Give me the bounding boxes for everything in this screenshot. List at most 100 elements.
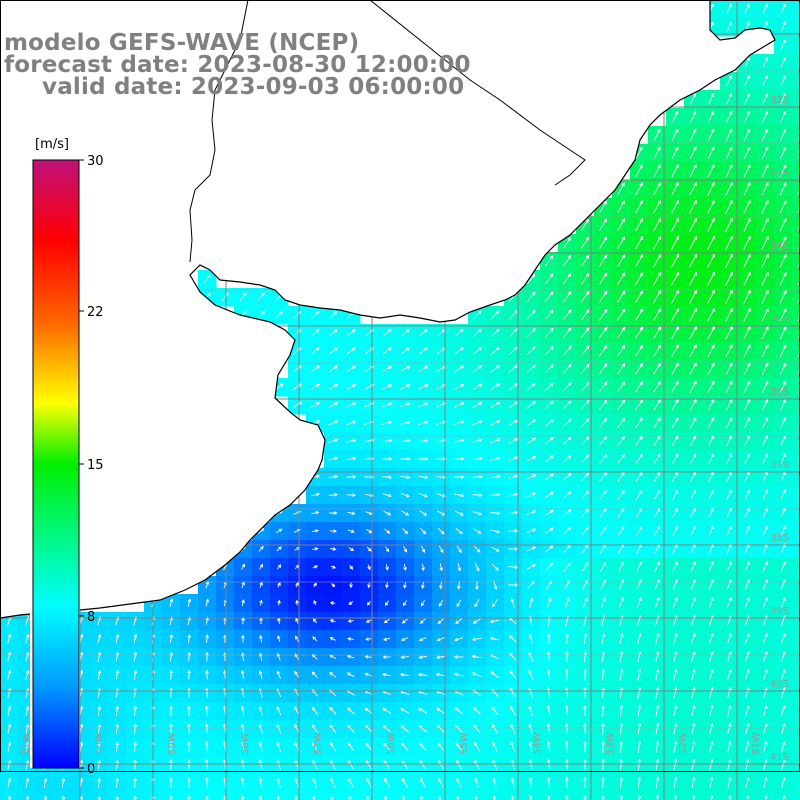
wind-arrow [725, 146, 733, 160]
wind-arrow [618, 597, 624, 609]
wind-arrow [43, 795, 48, 800]
wind-arrow [726, 74, 733, 87]
wind-arrow [617, 471, 625, 482]
wind-arrow [312, 777, 318, 788]
wind-speed-cell [792, 126, 800, 145]
wind-arrow [25, 777, 30, 788]
wind-arrow [653, 381, 661, 393]
wind-arrow [438, 777, 444, 788]
wind-arrow [691, 686, 696, 699]
wind-arrow [779, 271, 787, 286]
wind-arrow [25, 723, 30, 734]
wind-arrow [655, 740, 660, 753]
wind-arrow [655, 758, 660, 771]
wind-arrow [564, 758, 569, 771]
wind-arrow [563, 562, 571, 572]
wind-arrow [472, 618, 481, 624]
wind-arrow [616, 290, 626, 304]
wind-arrow [169, 687, 173, 698]
wind-arrow [653, 253, 662, 268]
wind-arrow [7, 759, 12, 770]
wind-arrow [580, 399, 590, 410]
wind-arrow [779, 362, 787, 375]
wind-arrow [762, 507, 768, 518]
wind-arrow [617, 182, 625, 196]
wind-arrow [275, 310, 284, 319]
wind-arrow [616, 344, 626, 357]
wind-arrow [761, 326, 769, 340]
wind-arrow [637, 776, 642, 789]
wind-arrow [689, 146, 697, 160]
wind-arrow [457, 581, 461, 590]
wind-speed-cell [792, 558, 800, 577]
wind-arrow [673, 686, 678, 699]
wind-arrow [726, 597, 732, 609]
wind-arrow [346, 672, 355, 678]
wind-arrow [526, 309, 536, 320]
wind-arrow [400, 493, 411, 498]
wind-speed-cell [792, 306, 800, 325]
wind-arrow [367, 564, 371, 571]
lon-label: 58W [240, 732, 251, 755]
wind-arrow [726, 525, 732, 536]
wind-arrow [455, 528, 463, 535]
wind-arrow [510, 777, 515, 789]
lon-label: 53W [605, 732, 616, 755]
wind-arrow [276, 723, 282, 734]
wind-arrow [25, 633, 30, 644]
wind-arrow [599, 472, 608, 482]
wind-arrow [420, 777, 426, 788]
wind-arrow [528, 723, 533, 735]
wind-arrow [544, 364, 554, 374]
wind-arrow [689, 128, 697, 141]
wind-arrow [402, 795, 406, 800]
wind-arrow [169, 795, 173, 800]
wind-arrow [472, 528, 482, 534]
wind-speed-cell [774, 792, 793, 800]
wind-arrow [295, 599, 299, 606]
wind-arrow [437, 742, 445, 752]
wind-arrow [653, 235, 662, 250]
wind-arrow [689, 398, 697, 411]
wind-arrow [276, 759, 281, 770]
wind-arrow [564, 597, 570, 608]
wind-arrow [761, 146, 769, 159]
wind-arrow [257, 292, 265, 302]
wind-speed-cell [792, 630, 800, 649]
wind-arrow [727, 722, 732, 735]
wind-arrow [690, 489, 696, 500]
wind-arrow [653, 164, 661, 178]
wind-arrow [418, 329, 428, 337]
wind-arrow [544, 473, 554, 481]
wind-arrow [598, 272, 608, 285]
wind-arrow [472, 438, 483, 443]
wind-arrow [526, 364, 536, 374]
wind-arrow [708, 92, 715, 105]
wind-arrow [419, 510, 428, 516]
wind-arrow [672, 597, 678, 609]
wind-arrow [725, 110, 733, 123]
wind-arrow [780, 561, 786, 573]
wind-arrow [258, 723, 263, 734]
wind-arrow [438, 599, 444, 607]
wind-arrow [436, 707, 446, 715]
wind-arrow [346, 384, 357, 390]
wind-arrow [637, 758, 642, 771]
wind-arrow [528, 758, 533, 771]
wind-arrow [780, 651, 786, 663]
wind-arrow [726, 489, 732, 500]
wind-arrow [726, 543, 732, 554]
wind-arrow [708, 507, 714, 518]
wind-arrow [400, 438, 411, 443]
wind-arrow [744, 633, 750, 645]
wind-speed-cell [414, 792, 433, 800]
wind-arrow [169, 598, 174, 608]
wind-arrow [673, 740, 678, 753]
wind-arrow [689, 380, 697, 393]
wind-arrow [708, 525, 714, 536]
wind-speed-cell [792, 648, 800, 667]
wind-arrow [562, 454, 572, 463]
wind-arrow [583, 704, 587, 717]
wind-arrow [691, 758, 696, 771]
wind-arrow [601, 776, 606, 789]
